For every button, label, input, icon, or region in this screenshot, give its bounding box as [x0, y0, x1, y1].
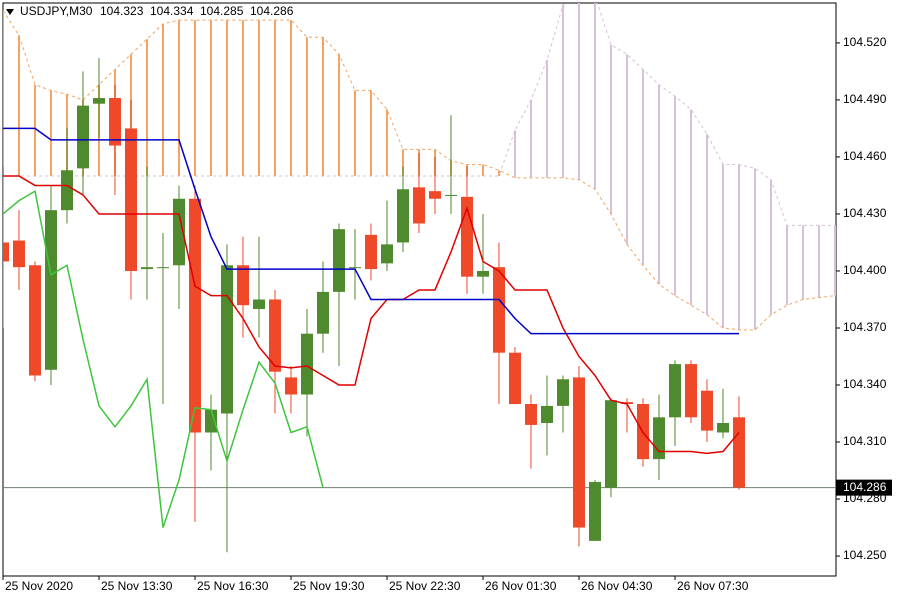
- indicator-line: [3, 189, 324, 528]
- header-icon: [6, 9, 14, 15]
- x-tick-label: 25 Nov 16:30: [197, 579, 269, 593]
- y-tick-label: 104.370: [843, 320, 887, 334]
- candle-body: [61, 170, 73, 211]
- x-tick-label: 26 Nov 07:30: [677, 579, 749, 593]
- candle-body: [317, 291, 329, 334]
- candle-body: [157, 267, 169, 269]
- candle-body: [413, 187, 425, 224]
- candle-body: [141, 267, 153, 270]
- candle-body: [333, 229, 345, 292]
- y-tick-label: 104.430: [843, 206, 887, 220]
- indicator-line: [3, 127, 739, 335]
- candle-body: [573, 377, 585, 528]
- x-tick-label: 26 Nov 04:30: [581, 579, 653, 593]
- candle-body: [221, 265, 233, 414]
- candle-body: [29, 265, 41, 376]
- candle-body: [541, 405, 553, 424]
- chart-title: USDJPY,M30: [20, 4, 93, 18]
- candle-body: [93, 98, 105, 104]
- candle-body: [733, 417, 745, 488]
- candle-body: [3, 242, 9, 262]
- candle-body: [45, 210, 57, 370]
- candle-body: [589, 481, 601, 541]
- candle-body: [621, 402, 633, 405]
- candle-body: [701, 390, 713, 431]
- candle-body: [173, 198, 185, 266]
- candle-body: [253, 299, 265, 309]
- header-value: 104.286: [250, 4, 294, 18]
- cloud-span-a: [3, 10, 836, 331]
- candle-body: [685, 364, 697, 418]
- current-price-label: 104.286: [843, 480, 887, 494]
- x-tick-label: 25 Nov 19:30: [293, 579, 365, 593]
- y-tick-label: 104.310: [843, 434, 887, 448]
- x-tick-label: 25 Nov 22:30: [389, 579, 461, 593]
- candle-body: [189, 198, 201, 433]
- candle-body: [301, 333, 313, 395]
- candle-body: [237, 265, 249, 306]
- indicator-line: [3, 175, 740, 455]
- x-tick-label: 25 Nov 13:30: [101, 579, 173, 593]
- candle-body: [429, 191, 441, 199]
- candle-body: [13, 240, 25, 268]
- current-price-box: [836, 479, 892, 496]
- y-tick-label: 104.520: [843, 35, 887, 49]
- header-value: 104.334: [150, 4, 194, 18]
- y-tick-label: 104.400: [843, 263, 887, 277]
- candle-body: [669, 364, 681, 418]
- plot-area: [3, 3, 836, 553]
- candle-body: [109, 98, 121, 146]
- candle-body: [349, 267, 361, 269]
- candle-body: [493, 267, 505, 353]
- candle-body: [77, 105, 89, 169]
- y-tick-label: 104.340: [843, 377, 887, 391]
- candle-body: [269, 299, 281, 372]
- y-tick-label: 104.460: [843, 149, 887, 163]
- header-value: 104.323: [100, 4, 144, 18]
- x-tick-label: 25 Nov 2020: [5, 579, 73, 593]
- y-tick-label: 104.250: [843, 548, 887, 562]
- candle-body: [205, 409, 217, 433]
- candle-body: [445, 194, 457, 196]
- candle-body: [557, 379, 569, 406]
- candle-body: [381, 244, 393, 264]
- candle-body: [605, 400, 617, 488]
- candle-body: [509, 352, 521, 405]
- candle-body: [717, 423, 729, 433]
- candle-body: [285, 377, 297, 395]
- candle-body: [525, 404, 537, 425]
- x-tick-label: 26 Nov 01:30: [485, 579, 557, 593]
- header-value: 104.285: [200, 4, 244, 18]
- candle-body: [477, 270, 489, 277]
- candle-body: [125, 128, 137, 271]
- candle-body: [397, 189, 409, 243]
- y-tick-label: 104.490: [843, 92, 887, 106]
- candle-body: [653, 417, 665, 460]
- candle-body: [365, 234, 377, 270]
